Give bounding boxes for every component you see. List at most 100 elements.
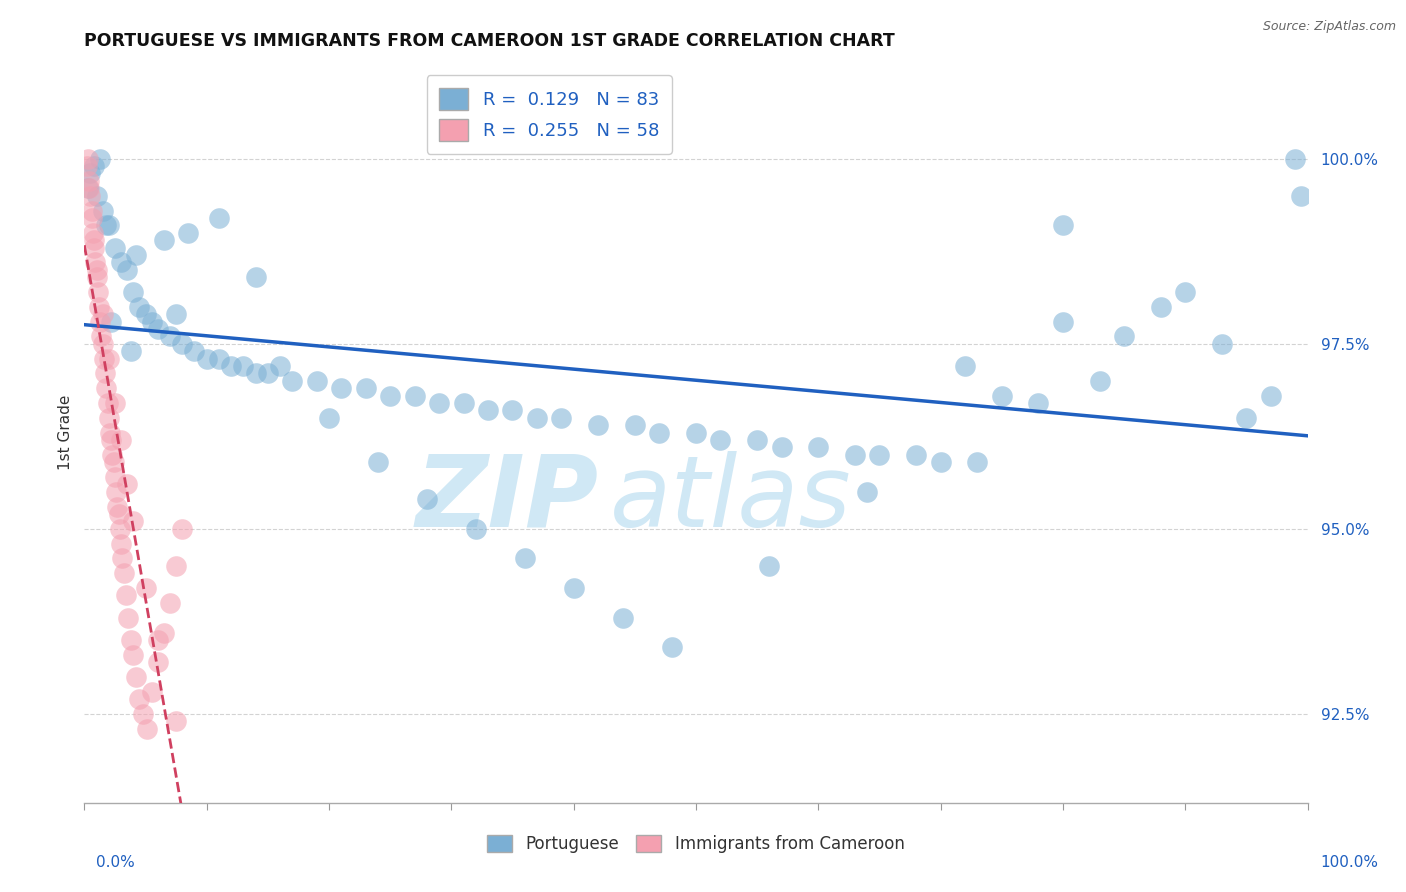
Point	[195, 351, 218, 366]
Point	[83, 159, 105, 173]
Point	[115, 477, 138, 491]
Point	[453, 396, 475, 410]
Point	[165, 307, 187, 321]
Point	[86, 262, 108, 277]
Point	[125, 248, 148, 262]
Point	[1052, 315, 1074, 329]
Point	[153, 625, 176, 640]
Point	[586, 418, 609, 433]
Point	[103, 455, 125, 469]
Point	[1088, 374, 1111, 388]
Point	[135, 581, 157, 595]
Point	[86, 270, 108, 285]
Point	[869, 448, 891, 462]
Point	[91, 336, 114, 351]
Point	[110, 536, 132, 550]
Point	[844, 448, 866, 462]
Point	[83, 233, 105, 247]
Point	[404, 389, 426, 403]
Point	[83, 241, 105, 255]
Point	[105, 500, 128, 514]
Text: atlas: atlas	[610, 450, 852, 548]
Point	[159, 596, 181, 610]
Point	[108, 522, 131, 536]
Point	[80, 211, 103, 225]
Point	[1260, 389, 1282, 403]
Point	[77, 152, 100, 166]
Point	[104, 396, 127, 410]
Point	[122, 285, 145, 299]
Point	[612, 611, 634, 625]
Point	[115, 262, 138, 277]
Text: ZIP: ZIP	[415, 450, 598, 548]
Text: 100.0%: 100.0%	[1320, 855, 1378, 870]
Point	[96, 219, 118, 233]
Point	[110, 433, 132, 447]
Point	[146, 655, 169, 669]
Point	[624, 418, 647, 433]
Point	[111, 551, 134, 566]
Point	[245, 367, 267, 381]
Point	[245, 270, 267, 285]
Point	[269, 359, 291, 373]
Point	[165, 714, 187, 729]
Point	[1174, 285, 1197, 299]
Point	[966, 455, 988, 469]
Point	[125, 670, 148, 684]
Point	[562, 581, 585, 595]
Point	[122, 648, 145, 662]
Point	[661, 640, 683, 655]
Point	[97, 396, 120, 410]
Point	[135, 722, 157, 736]
Point	[905, 448, 928, 462]
Point	[77, 181, 100, 195]
Point	[87, 285, 110, 299]
Point	[120, 344, 142, 359]
Point	[380, 389, 402, 403]
Point	[1236, 410, 1258, 425]
Point	[98, 425, 121, 440]
Point	[117, 611, 139, 625]
Text: PORTUGUESE VS IMMIGRANTS FROM CAMEROON 1ST GRADE CORRELATION CHART: PORTUGUESE VS IMMIGRANTS FROM CAMEROON 1…	[84, 32, 896, 50]
Point	[107, 507, 129, 521]
Point	[1028, 396, 1050, 410]
Point	[464, 522, 486, 536]
Point	[77, 181, 100, 195]
Point	[685, 425, 707, 440]
Point	[100, 315, 122, 329]
Point	[257, 367, 280, 381]
Point	[128, 692, 150, 706]
Point	[97, 410, 120, 425]
Point	[165, 558, 187, 573]
Point	[91, 203, 114, 218]
Point	[953, 359, 976, 373]
Point	[128, 300, 150, 314]
Point	[104, 241, 127, 255]
Point	[208, 351, 231, 366]
Point	[172, 336, 194, 351]
Point	[135, 307, 157, 321]
Point	[104, 470, 127, 484]
Point	[281, 374, 304, 388]
Point	[1211, 336, 1233, 351]
Y-axis label: 1st Grade: 1st Grade	[58, 395, 73, 470]
Point	[105, 484, 128, 499]
Point	[79, 167, 101, 181]
Point	[94, 367, 117, 381]
Point	[80, 203, 103, 218]
Point	[91, 307, 114, 321]
Point	[120, 632, 142, 647]
Point	[183, 344, 205, 359]
Point	[100, 433, 122, 447]
Point	[76, 159, 98, 173]
Point	[416, 492, 439, 507]
Text: 0.0%: 0.0%	[96, 855, 135, 870]
Point	[747, 433, 769, 447]
Point	[132, 706, 155, 721]
Point	[502, 403, 524, 417]
Point	[232, 359, 254, 373]
Point	[82, 226, 104, 240]
Point	[90, 329, 112, 343]
Point	[89, 152, 111, 166]
Point	[93, 351, 115, 366]
